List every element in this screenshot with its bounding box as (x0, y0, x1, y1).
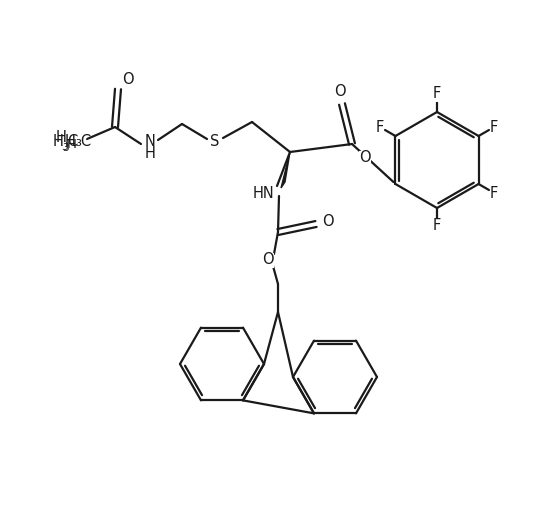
Text: C: C (76, 137, 86, 152)
Text: C: C (67, 135, 77, 150)
Text: H: H (56, 131, 67, 145)
Text: F: F (433, 219, 441, 233)
Text: O: O (122, 72, 134, 87)
Text: H: H (67, 138, 77, 151)
Text: H: H (145, 146, 156, 161)
Text: F: F (376, 119, 384, 135)
Text: O: O (322, 215, 334, 229)
Text: N: N (145, 135, 156, 150)
Text: F: F (490, 185, 498, 201)
Text: 3: 3 (60, 142, 67, 152)
Text: O: O (262, 252, 274, 267)
Text: ₃C: ₃C (75, 135, 91, 150)
Text: HN: HN (252, 186, 274, 202)
Text: F: F (433, 87, 441, 101)
Text: H: H (64, 135, 75, 150)
Polygon shape (281, 152, 290, 188)
Text: H: H (53, 135, 63, 150)
Text: S: S (210, 135, 219, 150)
Text: O: O (334, 84, 346, 99)
Text: 3: 3 (62, 143, 68, 153)
Text: O: O (359, 151, 371, 165)
Text: F: F (490, 119, 498, 135)
